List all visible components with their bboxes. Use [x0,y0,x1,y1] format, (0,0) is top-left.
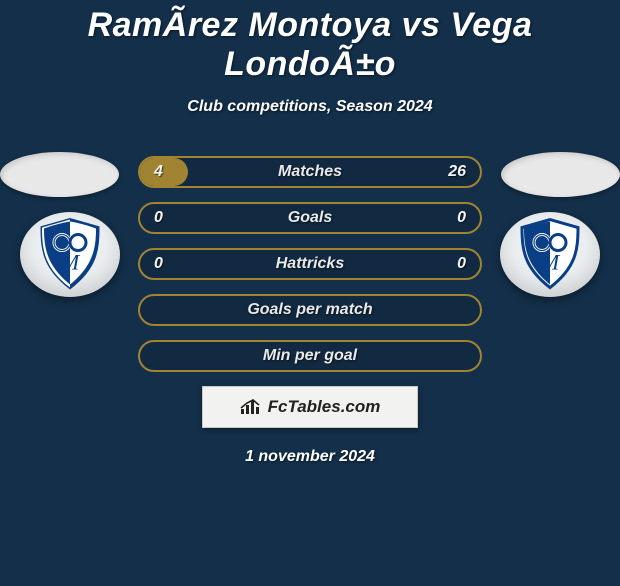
stat-row-min-per-goal: Min per goal [138,340,482,372]
brand-plate[interactable]: FcTables.com [202,386,418,428]
club-crest-icon: M [517,217,583,289]
stat-value-left: 0 [154,255,182,273]
player-photo-right [501,152,620,197]
comparison-subtitle: Club competitions, Season 2024 [0,98,620,116]
stat-label: Min per goal [154,347,466,365]
comparison-main: M M 4 Matches 26 0 Goals 0 [0,152,620,492]
stat-label: Goals per match [154,301,466,319]
stat-value-right: 0 [438,209,466,227]
stat-label: Matches [278,163,342,181]
stat-value-left: 4 [154,163,182,181]
date-label: 1 november 2024 [138,448,482,466]
club-crest-icon: M [37,217,103,289]
club-badge-left: M [20,212,120,297]
stat-label: Goals [288,209,332,227]
stat-row-goals-per-match: Goals per match [138,294,482,326]
svg-text:M: M [60,249,81,274]
club-badge-right: M [500,212,600,297]
brand-label: FcTables.com [268,397,381,417]
stat-row-goals: 0 Goals 0 [138,202,482,234]
comparison-title: RamÃ­rez Montoya vs Vega LondoÃ±o [0,6,620,84]
stat-row-matches: 4 Matches 26 [138,156,482,188]
player-photo-left [0,152,119,197]
stat-value-right: 26 [438,163,466,181]
stat-row-hattricks: 0 Hattricks 0 [138,248,482,280]
svg-text:M: M [540,249,561,274]
stat-label: Hattricks [276,255,344,273]
stat-value-left: 0 [154,209,182,227]
stat-rows: 4 Matches 26 0 Goals 0 0 Hattricks 0 Goa… [138,156,482,466]
bar-chart-icon [240,398,262,416]
stat-value-right: 0 [438,255,466,273]
